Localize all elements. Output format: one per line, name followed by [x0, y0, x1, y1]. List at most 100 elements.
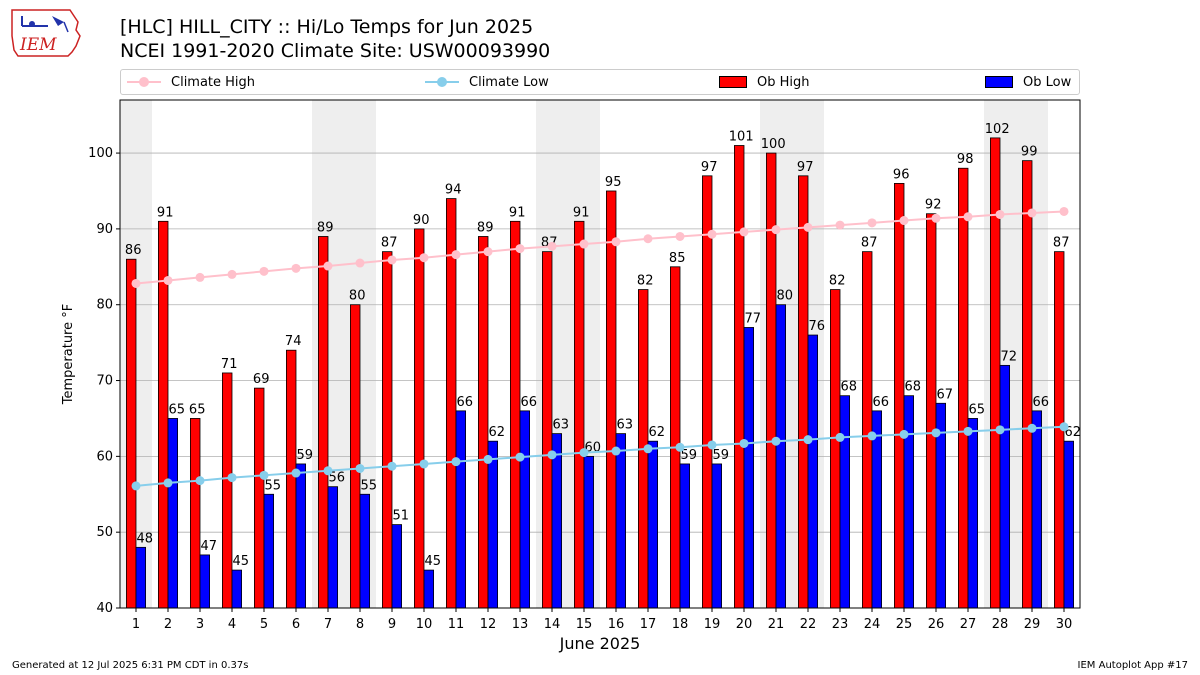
label-ob-low: 56: [329, 471, 346, 486]
label-ob-low: 45: [233, 554, 250, 569]
x-tick-label: 23: [832, 617, 849, 632]
bar-ob-high: [221, 372, 233, 609]
y-axis-label: Temperature °F: [61, 304, 76, 405]
label-ob-high: 96: [893, 167, 910, 182]
climate-low-point: [451, 457, 461, 467]
bar-ob-high: [1022, 160, 1033, 609]
y-tick-label: 50: [96, 525, 113, 540]
climate-high-point: [707, 229, 717, 239]
x-tick-label: 17: [640, 617, 657, 632]
legend-label-climate-low: Climate Low: [469, 74, 549, 90]
climate-high-point: [995, 209, 1005, 219]
label-ob-high: 89: [317, 220, 334, 235]
app-footer: IEM Autoplot App #17: [1077, 660, 1188, 671]
label-ob-low: 68: [905, 380, 922, 395]
label-ob-high: 65: [189, 402, 206, 417]
bar-ob-low: [231, 569, 243, 609]
label-ob-low: 66: [521, 395, 538, 410]
climate-high-point: [579, 239, 589, 249]
climate-low-point: [515, 452, 525, 462]
chart-subtitle: NCEI 1991-2020 Climate Site: USW00093990: [120, 40, 551, 62]
bar-ob-high: [830, 289, 841, 609]
climate-low-line: [135, 425, 1065, 487]
x-tick-label: 5: [260, 617, 268, 632]
label-ob-high: 97: [701, 160, 718, 175]
x-tick-label: 1: [132, 617, 140, 632]
bar-ob-high: [317, 236, 329, 609]
climate-low-point: [675, 442, 685, 452]
y-tick-label: 90: [96, 222, 113, 237]
label-ob-high: 92: [925, 198, 942, 213]
x-tick-label: 15: [576, 617, 593, 632]
climate-low-point: [291, 468, 301, 478]
bar-ob-low: [839, 395, 851, 609]
x-tick-label: 3: [196, 617, 204, 632]
climate-low-point: [419, 459, 429, 469]
label-ob-low: 47: [201, 539, 218, 554]
climate-high-point: [675, 231, 685, 241]
bar-ob-low: [967, 418, 979, 609]
label-ob-high: 98: [957, 152, 974, 167]
x-tick-label: 2: [164, 617, 172, 632]
climate-low-point: [387, 461, 397, 471]
label-ob-high: 102: [985, 122, 1010, 137]
x-tick-label: 25: [896, 617, 913, 632]
climate-high-point: [131, 278, 141, 288]
legend-item-ob-high: Ob High: [719, 70, 810, 94]
climate-high-point: [643, 234, 653, 244]
climate-high-point: [419, 253, 429, 263]
iem-logo: IEM: [8, 6, 82, 60]
legend-label-ob-low: Ob Low: [1023, 74, 1072, 90]
bar-ob-high: [285, 349, 297, 609]
climate-high-point: [355, 258, 365, 268]
y-tick-label: 80: [96, 298, 113, 313]
climate-low-point: [1059, 422, 1069, 432]
bar-ob-high: [381, 251, 393, 609]
x-tick-label: 22: [800, 617, 817, 632]
x-tick-label: 6: [292, 617, 300, 632]
bar-ob-high: [189, 418, 201, 609]
bar-ob-high: [702, 175, 713, 609]
climate-low-point: [323, 466, 333, 476]
label-ob-high: 89: [477, 220, 494, 235]
plot-frame: [119, 99, 1081, 609]
label-ob-low: 62: [489, 425, 506, 440]
label-ob-high: 80: [349, 289, 366, 304]
bar-ob-high: [574, 220, 585, 609]
bar-ob-high: [542, 251, 553, 609]
climate-high-point: [899, 216, 909, 226]
y-tick-label: 100: [88, 146, 113, 161]
bar-ob-high: [606, 190, 617, 609]
label-ob-high: 87: [381, 236, 398, 251]
legend-label-ob-high: Ob High: [757, 74, 810, 90]
bar-ob-low: [199, 554, 211, 609]
bar-ob-high: [253, 387, 265, 609]
label-ob-high: 95: [605, 175, 622, 190]
legend-label-climate-high: Climate High: [171, 74, 256, 90]
bar-ob-low: [1031, 410, 1043, 609]
label-ob-low: 65: [969, 402, 986, 417]
climate-low-point: [899, 429, 909, 439]
label-ob-low: 65: [169, 402, 186, 417]
label-ob-high: 71: [221, 357, 238, 372]
climate-low-point: [931, 428, 941, 438]
label-ob-low: 59: [681, 448, 698, 463]
x-tick-label: 29: [1024, 617, 1041, 632]
label-ob-high: 74: [285, 334, 302, 349]
climate-low-point: [259, 470, 269, 480]
x-tick-label: 19: [704, 617, 721, 632]
climate-high-point: [835, 220, 845, 230]
bar-ob-low: [711, 463, 723, 609]
label-ob-low: 80: [777, 289, 794, 304]
bar-ob-low: [615, 433, 627, 609]
label-ob-high: 91: [573, 205, 590, 220]
label-ob-high: 99: [1021, 145, 1038, 160]
label-ob-high: 90: [413, 213, 430, 228]
bar-ob-low: [679, 463, 691, 609]
label-ob-low: 77: [745, 311, 762, 326]
bar-ob-high: [862, 251, 873, 609]
x-tick-label: 16: [608, 617, 625, 632]
x-tick-label: 13: [512, 617, 529, 632]
bar-ob-low: [999, 364, 1011, 609]
climate-high-point: [259, 266, 269, 276]
